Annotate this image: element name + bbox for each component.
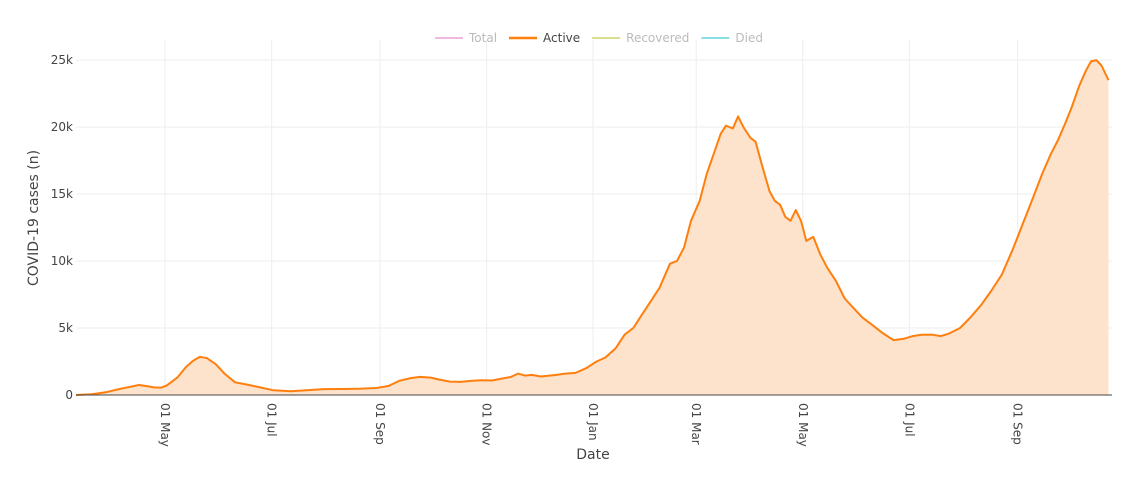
y-tick-label: 20k <box>51 120 73 134</box>
x-tick-label: 01 Nov <box>480 403 494 446</box>
axes: 0 5k 10k 15k 20k 25k 01 May 01 Jul 01 Sep 01 Nov 0… <box>51 53 1112 447</box>
active-series-line[interactable] <box>75 59 1110 396</box>
x-tick-label: 01 May <box>158 403 172 447</box>
y-axis-title: COVID-19 cases (n) <box>26 150 42 286</box>
legend-label: Died <box>735 31 763 45</box>
y-tick-label: 25k <box>51 53 73 67</box>
x-tick-label: 01 Sep <box>1011 403 1025 445</box>
x-tick-label: 01 May <box>796 403 810 447</box>
legend-item-active[interactable]: Active <box>509 31 580 45</box>
x-axis-title: Date <box>576 447 609 463</box>
x-tick-label: 01 Jan <box>586 403 600 441</box>
active-area-fill <box>76 60 1109 395</box>
legend[interactable]: Total Active Recovered Died <box>435 31 763 45</box>
legend-item-total[interactable]: Total <box>435 31 497 45</box>
y-tick-label: 10k <box>51 254 73 268</box>
legend-item-died[interactable]: Died <box>701 31 763 45</box>
y-tick-label: 5k <box>58 321 73 335</box>
x-tick-label: 01 Sep <box>373 403 387 445</box>
legend-label: Active <box>543 31 580 45</box>
y-tick-label: 15k <box>51 187 73 201</box>
legend-label: Recovered <box>626 31 689 45</box>
x-tick-label: 01 Mar <box>689 403 703 445</box>
x-tick-label: 01 Jul <box>902 403 916 437</box>
y-tick-label: 0 <box>65 388 73 402</box>
x-tick-label: 01 Jul <box>265 403 279 437</box>
legend-label: Total <box>468 31 497 45</box>
legend-item-recovered[interactable]: Recovered <box>592 31 689 45</box>
plot-area[interactable] <box>75 59 1110 396</box>
